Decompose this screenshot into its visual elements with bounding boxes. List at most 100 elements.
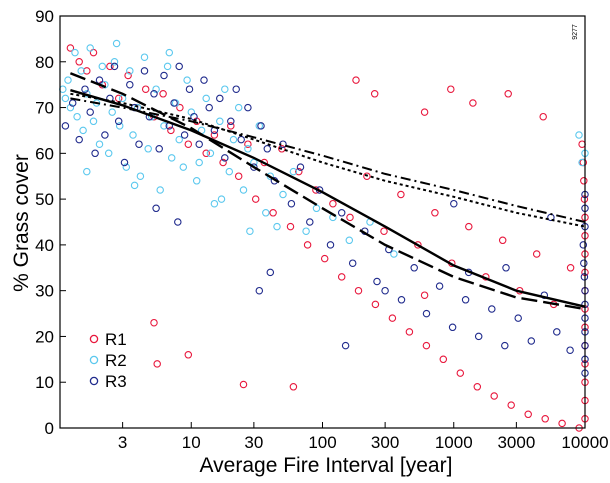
y-tick-label: 40: [35, 236, 54, 255]
data-point: [289, 383, 298, 391]
data-point: [250, 163, 258, 171]
data-point: [435, 282, 444, 290]
data-point: [155, 145, 163, 153]
data-point: [118, 94, 127, 103]
data-point: [527, 337, 536, 345]
y-tick-label: 70: [35, 99, 54, 118]
data-point: [234, 103, 243, 112]
series-r3: [61, 62, 589, 377]
data-point: [150, 90, 158, 98]
legend-marker-r1: [89, 334, 99, 344]
data-point: [126, 80, 134, 89]
data-point: [405, 328, 414, 336]
data-point: [532, 250, 541, 258]
data-point: [286, 222, 295, 231]
data-point: [95, 76, 104, 84]
data-point: [575, 131, 583, 139]
data-point: [184, 140, 193, 148]
data-point: [225, 167, 234, 176]
data-point: [180, 131, 189, 139]
y-tick-label: 80: [35, 53, 54, 72]
data-point: [210, 131, 219, 139]
data-point: [380, 227, 388, 235]
data-point: [450, 199, 458, 208]
data-point: [216, 94, 224, 103]
data-point: [541, 415, 549, 423]
data-point: [397, 296, 406, 304]
data-point: [75, 58, 83, 66]
data-point: [566, 346, 574, 354]
x-tick-label: 300: [371, 433, 399, 452]
data-point: [558, 419, 566, 428]
data-point: [75, 135, 83, 144]
data-point: [469, 99, 477, 107]
data-point: [229, 135, 238, 144]
data-point: [232, 85, 240, 93]
data-point: [83, 167, 91, 176]
data-point: [61, 122, 70, 130]
data-point: [579, 241, 588, 249]
data-point: [130, 181, 139, 190]
data-point: [237, 135, 245, 144]
legend-marker-r2: [89, 355, 99, 365]
data-point: [152, 85, 160, 93]
data-point: [81, 85, 89, 93]
data-point: [141, 85, 150, 93]
data-point: [206, 149, 215, 158]
data-point: [420, 108, 429, 116]
data-point: [507, 401, 515, 409]
data-point: [266, 268, 275, 277]
data-point: [77, 67, 85, 75]
data-point: [89, 117, 98, 126]
y-tick-label: 60: [35, 144, 54, 163]
data-point: [381, 286, 389, 295]
legend-label-r2: R2: [105, 351, 127, 370]
data-point: [106, 62, 114, 71]
y-tick-label: 50: [35, 190, 54, 209]
data-point: [152, 204, 160, 213]
data-point: [456, 369, 465, 377]
data-point: [246, 227, 254, 235]
data-point: [112, 39, 121, 48]
data-point: [110, 62, 119, 71]
y-tick-label: 0: [45, 419, 54, 438]
data-point: [326, 241, 335, 249]
data-point: [200, 76, 208, 84]
data-point: [136, 172, 145, 180]
data-point: [210, 199, 219, 208]
x-tick-label: 30: [244, 433, 263, 452]
data-point: [431, 209, 439, 217]
data-point: [205, 103, 213, 112]
data-point: [239, 380, 248, 389]
data-point: [66, 103, 75, 112]
data-point: [114, 117, 123, 126]
x-tick-label: 3000: [497, 433, 535, 452]
data-point: [420, 291, 429, 299]
data-point: [179, 163, 188, 171]
y-axis: 0 10 20 30 40 50 60 70 80 90: [35, 7, 66, 438]
legend-label-r1: R1: [105, 330, 127, 349]
data-point: [580, 177, 588, 185]
data-point: [174, 218, 182, 226]
data-point: [202, 94, 210, 103]
fit-line-4: [70, 92, 586, 228]
x-axis: 3 10 30 100 300 1000 3000 10000: [118, 422, 609, 452]
data-point: [156, 186, 164, 194]
legend-marker-r3: [89, 376, 99, 386]
data-point: [202, 149, 210, 158]
data-point: [320, 254, 329, 263]
data-point: [160, 122, 168, 130]
data-point: [135, 140, 143, 148]
data-point: [91, 149, 99, 158]
data-point: [348, 259, 357, 267]
data-point: [122, 163, 131, 171]
data-point: [165, 48, 174, 57]
data-point: [101, 131, 109, 139]
data-point: [397, 190, 405, 199]
data-point: [160, 71, 168, 80]
data-point: [422, 309, 431, 318]
data-point: [373, 277, 381, 286]
data-point: [439, 355, 448, 364]
data-point: [120, 158, 129, 167]
data-point: [219, 158, 227, 167]
